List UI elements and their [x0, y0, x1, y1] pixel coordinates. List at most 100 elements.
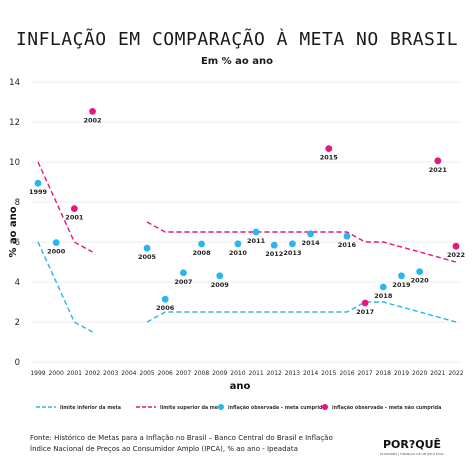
point-2016: [343, 232, 351, 240]
source-line-2: Índice Nacional de Preços ao Consumidor …: [30, 444, 298, 453]
x-tick-2004: 2004: [121, 370, 136, 377]
point-label-2000: 2000: [47, 248, 66, 256]
point-2018: [379, 283, 387, 291]
point-label-2009: 2009: [211, 281, 230, 289]
x-tick-2012: 2012: [267, 370, 282, 377]
legend: limite inferior da meta limite superior d…: [36, 404, 441, 411]
point-label-2013: 2013: [283, 249, 301, 257]
x-tick-2005: 2005: [139, 370, 154, 377]
y-tick-4: 4: [15, 278, 20, 288]
point-2014: [307, 230, 315, 238]
point-2022: [452, 242, 460, 250]
x-tick-2000: 2000: [49, 370, 64, 377]
brand-tagline: ECONOMÊS | FINANÇAS DE UM JEITO FÁCIL: [380, 451, 445, 456]
x-tick-2001: 2001: [67, 370, 82, 377]
point-2005: [143, 244, 151, 252]
x-tick-2003: 2003: [103, 370, 118, 377]
legend-swatch-2: [218, 404, 224, 410]
point-2020: [416, 268, 424, 275]
y-tick-10: 10: [9, 158, 20, 168]
x-tick-2015: 2015: [321, 370, 336, 377]
point-2017: [361, 299, 369, 307]
x-tick-2017: 2017: [357, 370, 372, 377]
legend-swatch-3: [322, 404, 328, 410]
point-label-2020: 2020: [411, 277, 430, 285]
legend-label-3: inflação observada – meta não cumprida: [332, 405, 441, 411]
point-label-2001: 2001: [65, 214, 84, 222]
point-label-2021: 2021: [429, 166, 448, 174]
limit-line-0-0: [37, 241, 93, 333]
x-tick-2008: 2008: [194, 370, 209, 377]
x-tick-2018: 2018: [376, 370, 391, 377]
legend-label-0: limite inferior da meta: [60, 405, 121, 411]
x-tick-2016: 2016: [339, 370, 354, 377]
point-2007: [179, 269, 187, 277]
point-label-2005: 2005: [138, 253, 157, 261]
y-tick-12: 12: [9, 118, 20, 128]
limit-line-0-1: [146, 301, 457, 323]
x-tick-2011: 2011: [248, 370, 263, 377]
source-line-1: Fonte: Histórico de Metas para a Inflaçã…: [30, 434, 333, 442]
target-limit-lines: [37, 161, 457, 333]
point-2021: [434, 157, 442, 165]
point-label-1999: 1999: [29, 188, 48, 196]
x-tick-2019: 2019: [394, 370, 409, 377]
x-tick-2006: 2006: [158, 370, 173, 377]
x-tick-2013: 2013: [285, 370, 300, 377]
chart-title: INFLAÇÃO EM COMPARAÇÃO À META NO BRASIL: [16, 28, 458, 50]
point-label-2022: 2022: [447, 251, 465, 259]
x-tick-2007: 2007: [176, 370, 191, 377]
point-label-2014: 2014: [302, 239, 321, 247]
x-tick-2009: 2009: [212, 370, 227, 377]
point-2011: [252, 228, 260, 236]
chart-subtitle: Em % ao ano: [201, 56, 273, 67]
x-tick-2010: 2010: [230, 370, 245, 377]
point-label-2010: 2010: [229, 249, 248, 257]
y-tick-6: 6: [15, 238, 20, 248]
x-tick-2020: 2020: [412, 370, 427, 377]
point-2008: [198, 240, 205, 248]
limit-line-1-1: [146, 221, 457, 263]
x-tick-2022: 2022: [448, 370, 463, 377]
brand-logo: POR?QUÊ ECONOMÊS | FINANÇAS DE UM JEITO …: [380, 438, 445, 456]
point-label-2019: 2019: [392, 281, 411, 289]
y-tick-2: 2: [15, 318, 20, 328]
legend-label-2: inflação observada – meta cumprida: [228, 405, 326, 411]
point-1999: [34, 179, 42, 187]
x-tick-labels: 1999 2000 2001 2002 2003 2004 2005 2006 2007 2008…: [30, 370, 463, 377]
x-tick-2014: 2014: [303, 370, 318, 377]
point-label-2016: 2016: [338, 241, 357, 249]
point-2013: [289, 240, 296, 248]
y-tick-8: 8: [15, 198, 20, 208]
point-label-2006: 2006: [156, 304, 175, 312]
x-tick-2002: 2002: [85, 370, 100, 377]
inflation-points: 1999 2000 2005 2006 2007 2008 2009 2010 2011 2012…: [29, 108, 465, 316]
point-label-2018: 2018: [374, 292, 393, 300]
x-tick-2021: 2021: [430, 370, 445, 377]
point-label-2008: 2008: [193, 249, 212, 257]
point-label-2012: 2012: [265, 250, 283, 258]
point-2015: [325, 145, 333, 153]
point-label-2002: 2002: [83, 116, 101, 124]
point-2010: [234, 240, 242, 248]
y-tick-0: 0: [15, 358, 20, 368]
x-axis-label: ano: [230, 381, 251, 392]
point-label-2011: 2011: [247, 237, 266, 245]
point-2009: [216, 272, 224, 280]
point-label-2015: 2015: [320, 154, 339, 162]
point-2012: [270, 241, 278, 249]
brand-name: POR?QUÊ: [383, 438, 441, 451]
point-2019: [398, 272, 405, 280]
point-2001: [70, 205, 78, 213]
point-label-2017: 2017: [356, 308, 374, 316]
point-label-2007: 2007: [174, 278, 192, 286]
x-tick-1999: 1999: [30, 370, 45, 377]
y-tick-labels: 0 2 4 6 8 10 12 14: [9, 78, 20, 368]
y-tick-14: 14: [9, 78, 20, 88]
limit-line-1-0: [37, 161, 93, 253]
point-2006: [161, 295, 169, 303]
y-axis-label: % ao ano: [8, 206, 19, 257]
point-2000: [52, 239, 60, 247]
point-2002: [89, 108, 96, 115]
